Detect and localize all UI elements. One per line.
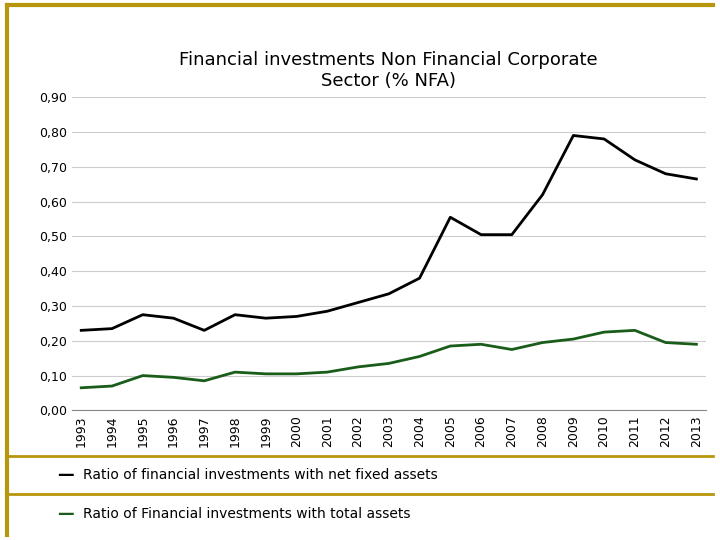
- Title: Financial investments Non Financial Corporate
Sector (% NFA): Financial investments Non Financial Corp…: [179, 51, 598, 90]
- Text: —: —: [58, 505, 74, 523]
- Text: —: —: [58, 466, 74, 484]
- Text: Ratio of financial investments with net fixed assets: Ratio of financial investments with net …: [83, 468, 438, 482]
- Text: Ratio of Financial investments with total assets: Ratio of Financial investments with tota…: [83, 508, 410, 521]
